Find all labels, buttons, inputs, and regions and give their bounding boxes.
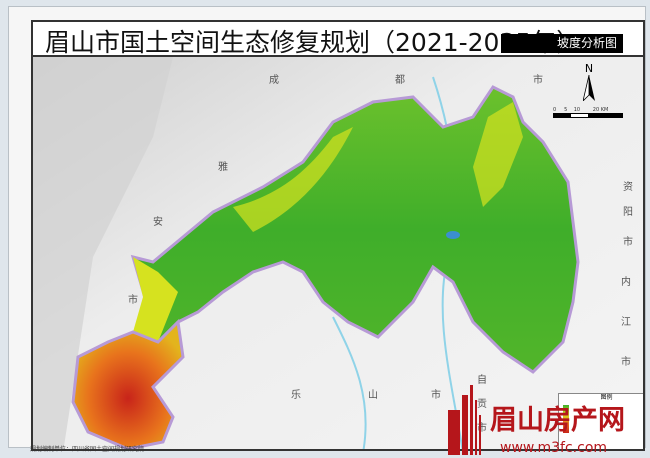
title-bar: 眉山市国土空间生态修复规划（2021-2035年） 坡度分析图 bbox=[33, 22, 643, 57]
map-frame: 眉山市国土空间生态修复规划（2021-2035年） 坡度分析图 bbox=[31, 20, 645, 451]
place-label: 市 bbox=[431, 390, 441, 401]
meishan-north-region bbox=[130, 85, 580, 374]
place-label: 资 bbox=[623, 182, 633, 193]
place-label: 市 bbox=[128, 295, 138, 306]
place-label: 市 bbox=[623, 237, 633, 248]
compiling-unit: 规划编制单位：四川省国土空间规划研究院 bbox=[30, 446, 145, 453]
terrain-map bbox=[33, 57, 643, 449]
meishan-southwest-region bbox=[71, 318, 185, 449]
slope-moderate-zone bbox=[133, 257, 178, 342]
map-area[interactable]: 成 都 市 雅 安 市 资 阳 市 内 江 市 乐 山 市 自 贡 市 N 0 bbox=[33, 57, 643, 449]
watermark-logo-icon bbox=[448, 385, 481, 455]
legend-title: 图例 bbox=[600, 394, 613, 401]
reservoir bbox=[446, 231, 460, 239]
slope-moderate-zone bbox=[233, 127, 353, 232]
place-label: 内 bbox=[621, 277, 631, 288]
place-label: 贡 bbox=[477, 399, 487, 410]
map-sheet: 眉山市国土空间生态修复规划（2021-2035年） 坡度分析图 bbox=[8, 6, 646, 451]
place-label: 市 bbox=[533, 75, 543, 86]
legend-color-ramp bbox=[563, 405, 569, 433]
place-label: 都 bbox=[395, 75, 405, 86]
scale-tick: 0 bbox=[553, 107, 557, 113]
scale-bar: 0 5 10 20 KM bbox=[553, 107, 623, 118]
legend: 图例 bbox=[558, 393, 643, 449]
scale-tick: 20 bbox=[592, 107, 600, 113]
north-label: N bbox=[584, 62, 594, 75]
place-label: 市 bbox=[477, 423, 487, 434]
watermark-brand: 眉山房产网 bbox=[490, 405, 625, 436]
place-label: 市 bbox=[621, 357, 631, 368]
mountain-shading bbox=[33, 57, 173, 449]
river bbox=[332, 316, 367, 449]
place-label: 自 bbox=[477, 375, 487, 386]
watermark-url: www.m3fc.com bbox=[500, 440, 608, 456]
place-label: 雅 bbox=[218, 162, 228, 173]
north-arrow: N bbox=[583, 63, 595, 101]
place-label: 安 bbox=[153, 217, 163, 228]
place-label: 阳 bbox=[623, 207, 633, 218]
place-label: 乐 bbox=[291, 390, 301, 401]
slope-moderate-zone bbox=[473, 102, 523, 207]
scale-tick: 10 bbox=[573, 107, 581, 113]
place-label: 江 bbox=[621, 317, 631, 328]
north-arrow-icon bbox=[583, 75, 595, 101]
map-title: 眉山市国土空间生态修复规划（2021-2035年） bbox=[45, 28, 582, 57]
map-subtitle: 坡度分析图 bbox=[501, 34, 623, 53]
place-label: 成 bbox=[269, 75, 279, 86]
place-label: 山 bbox=[368, 390, 378, 401]
scale-tick: 5 bbox=[564, 107, 568, 113]
scale-unit: KM bbox=[600, 107, 609, 113]
